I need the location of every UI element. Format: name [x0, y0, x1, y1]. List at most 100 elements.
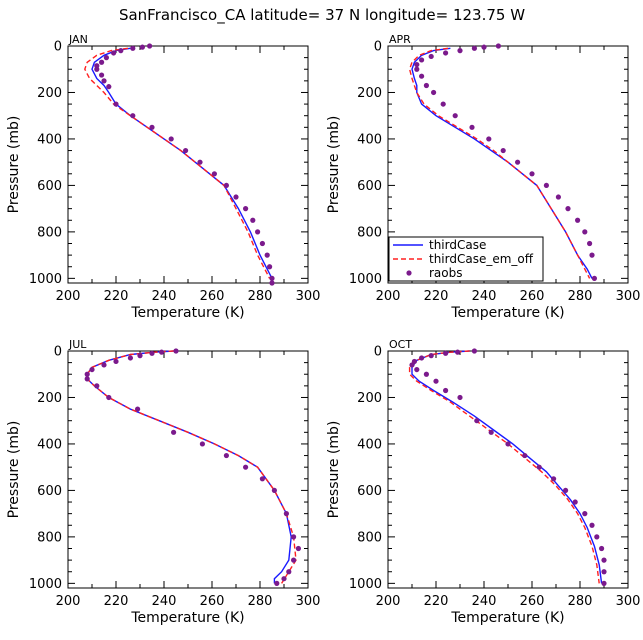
- y-tick-label: 200: [37, 391, 62, 406]
- raobs-point: [106, 394, 112, 401]
- y-axis-label: Pressure (mb): [6, 421, 22, 519]
- legend-label: raobs: [429, 266, 463, 280]
- raobs-point: [471, 45, 477, 51]
- raobs-point: [269, 280, 275, 286]
- y-axis-label: Pressure (mb): [326, 116, 342, 214]
- raobs-point: [211, 171, 217, 177]
- raobs-point: [259, 240, 265, 247]
- raobs-point: [274, 580, 280, 586]
- raobs-point: [481, 44, 487, 50]
- x-tick-label: 260: [520, 289, 545, 304]
- raobs-point: [599, 545, 605, 552]
- raobs-point: [565, 206, 571, 212]
- figure-title: SanFrancisco_CA latitude= 37 N longitude…: [119, 6, 525, 25]
- raobs-point: [551, 476, 557, 482]
- raobs-point: [130, 113, 136, 119]
- x-tick-label: 260: [520, 594, 545, 609]
- raobs-point: [601, 580, 607, 586]
- y-tick-label: 0: [374, 345, 382, 360]
- y-tick-label: 1000: [29, 272, 62, 287]
- raobs-point: [419, 355, 425, 361]
- plot-frame: [67, 350, 309, 589]
- raobs-point: [84, 371, 90, 377]
- x-tick-label: 280: [248, 289, 273, 304]
- raobs-point: [543, 182, 550, 189]
- raobs-point: [419, 73, 425, 79]
- raobs-point: [582, 511, 588, 517]
- raobs-point: [94, 66, 100, 72]
- raobs-point: [431, 89, 437, 96]
- raobs-point: [283, 511, 289, 517]
- y-tick-label: 600: [37, 179, 62, 194]
- raobs-point: [423, 82, 429, 89]
- x-tick-label: 220: [104, 594, 129, 609]
- raobs-point: [267, 264, 273, 270]
- x-tick-label: 280: [568, 594, 593, 609]
- x-tick-label: 240: [152, 289, 177, 304]
- raobs-point: [414, 61, 420, 68]
- y-tick-label: 800: [37, 225, 62, 240]
- x-tick-label: 280: [248, 594, 273, 609]
- raobs-point: [555, 194, 562, 200]
- raobs-point: [515, 159, 521, 165]
- legend-label: thirdCase_em_off: [429, 252, 534, 266]
- raobs-point: [601, 557, 607, 563]
- y-tick-label: 600: [357, 179, 382, 194]
- raobs-point: [171, 429, 177, 435]
- x-tick-label: 240: [472, 594, 497, 609]
- raobs-point: [243, 206, 249, 212]
- y-tick-label: 0: [54, 345, 62, 360]
- raobs-point: [440, 101, 446, 107]
- panel-label: JUL: [68, 338, 87, 351]
- y-tick-label: 800: [357, 530, 382, 545]
- raobs-point: [563, 487, 569, 494]
- raobs-point: [419, 57, 425, 63]
- raobs-point: [594, 534, 600, 540]
- raobs-point: [137, 353, 143, 359]
- raobs-point: [149, 124, 155, 130]
- raobs-point: [113, 101, 119, 107]
- raobs-point: [471, 348, 477, 354]
- raobs-point: [414, 66, 420, 72]
- raobs-point: [589, 252, 595, 258]
- raobs-point: [428, 53, 434, 60]
- series-line-thirdCase-em-off: [408, 350, 600, 584]
- raobs-point: [500, 147, 506, 154]
- x-tick-label: 200: [376, 289, 401, 304]
- raobs-point: [291, 534, 297, 540]
- raobs-point: [99, 72, 105, 78]
- raobs-point: [89, 366, 95, 373]
- raobs-point: [495, 43, 501, 49]
- x-tick-label: 300: [296, 289, 321, 304]
- x-tick-label: 220: [424, 594, 449, 609]
- raobs-point: [455, 349, 461, 355]
- raobs-point: [127, 355, 133, 361]
- legend-label: thirdCase: [429, 238, 486, 252]
- raobs-point: [443, 387, 449, 394]
- x-tick-label: 240: [152, 594, 177, 609]
- raobs-point: [469, 124, 475, 130]
- y-tick-label: 400: [37, 437, 62, 452]
- series-line-thirdCase-em-off: [84, 47, 271, 279]
- y-tick-label: 1000: [29, 577, 62, 592]
- raobs-point: [457, 394, 463, 401]
- y-axis-label: Pressure (mb): [6, 116, 22, 214]
- y-tick-label: 1000: [349, 272, 382, 287]
- x-tick-label: 260: [200, 289, 225, 304]
- raobs-point: [135, 406, 141, 412]
- raobs-point: [572, 499, 578, 505]
- x-tick-label: 200: [56, 289, 81, 304]
- raobs-point: [130, 45, 136, 51]
- raobs-point: [575, 217, 581, 223]
- x-tick-label: 200: [56, 594, 81, 609]
- y-tick-label: 200: [37, 86, 62, 101]
- y-tick-label: 0: [54, 40, 62, 55]
- raobs-point: [168, 136, 174, 142]
- raobs-point: [159, 349, 165, 355]
- x-tick-label: 220: [424, 289, 449, 304]
- raobs-point: [291, 557, 297, 563]
- raobs-point: [103, 55, 109, 61]
- raobs-point: [428, 353, 434, 359]
- raobs-point: [223, 452, 229, 459]
